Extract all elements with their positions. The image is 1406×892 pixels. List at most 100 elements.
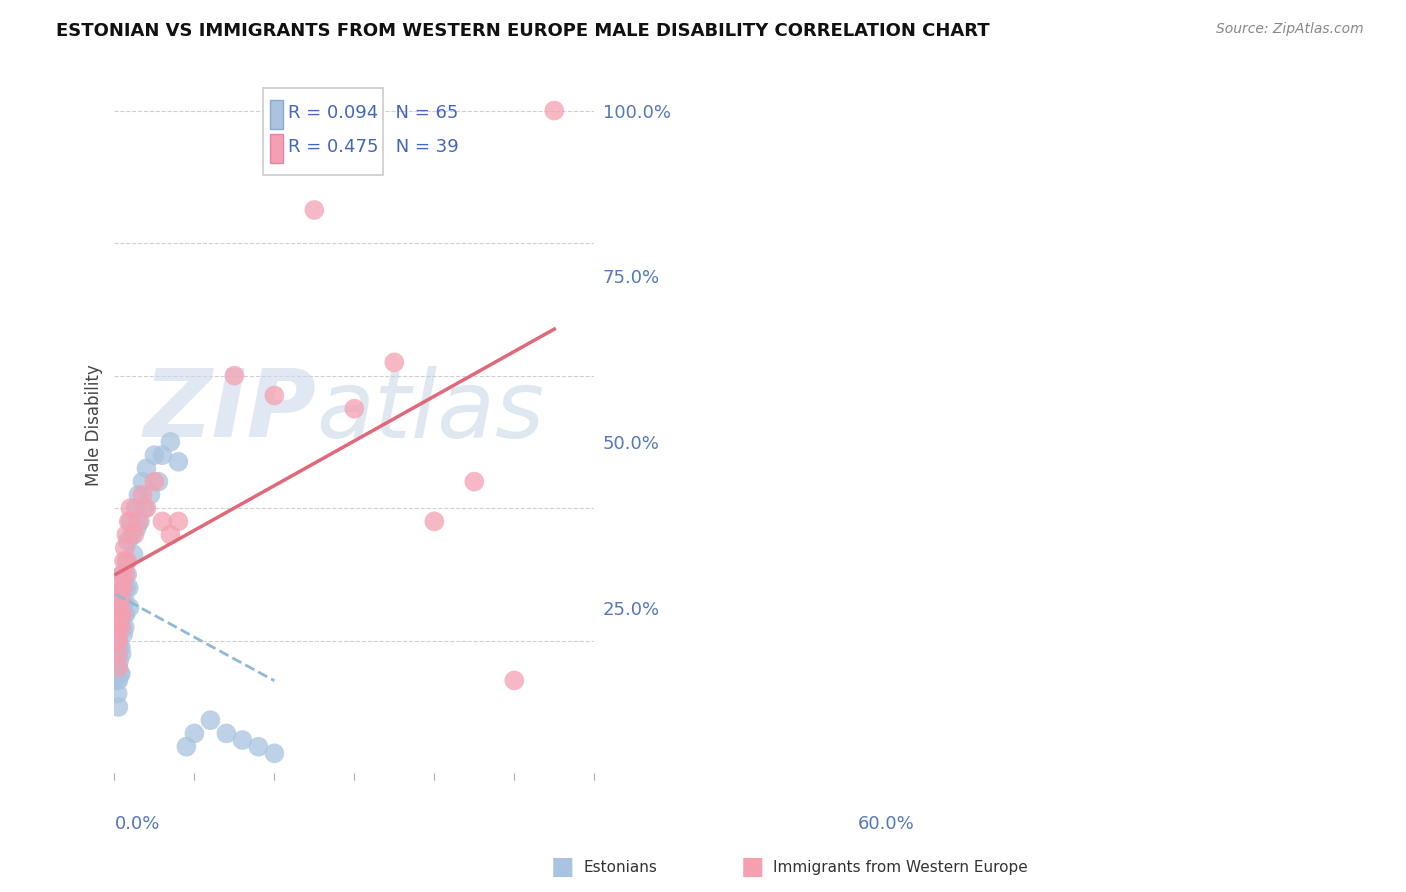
Text: R = 0.094   N = 65: R = 0.094 N = 65: [288, 104, 458, 122]
Point: [105, 673, 128, 688]
Point: [152, 515, 174, 529]
Point: [148, 475, 170, 489]
Point: [503, 673, 526, 688]
Point: [110, 614, 132, 628]
Point: [423, 515, 446, 529]
Point: [105, 633, 128, 648]
Point: [107, 647, 129, 661]
Point: [231, 733, 253, 747]
Point: [131, 475, 153, 489]
Text: ESTONIAN VS IMMIGRANTS FROM WESTERN EUROPE MALE DISABILITY CORRELATION CHART: ESTONIAN VS IMMIGRANTS FROM WESTERN EURO…: [56, 22, 990, 40]
Point: [107, 633, 129, 648]
Point: [159, 434, 181, 449]
Point: [108, 607, 131, 622]
Point: [105, 620, 128, 634]
Point: [247, 739, 270, 754]
Point: [112, 581, 135, 595]
Point: [111, 607, 134, 622]
Point: [114, 567, 136, 582]
Point: [114, 594, 136, 608]
Point: [124, 501, 146, 516]
Point: [114, 620, 136, 634]
Point: [110, 647, 132, 661]
Text: Source: ZipAtlas.com: Source: ZipAtlas.com: [1216, 22, 1364, 37]
Text: ■: ■: [741, 855, 763, 879]
Point: [143, 448, 166, 462]
Point: [107, 647, 129, 661]
Text: ■: ■: [551, 855, 574, 879]
Point: [135, 501, 157, 516]
Point: [120, 501, 142, 516]
Point: [114, 541, 136, 555]
Point: [117, 534, 139, 549]
Point: [115, 567, 138, 582]
Point: [224, 368, 246, 383]
Point: [135, 461, 157, 475]
Point: [112, 607, 135, 622]
Point: [118, 600, 141, 615]
Point: [463, 475, 485, 489]
Point: [105, 647, 128, 661]
Point: [183, 726, 205, 740]
Point: [115, 581, 138, 595]
Point: [127, 488, 149, 502]
Point: [107, 607, 129, 622]
Point: [382, 355, 405, 369]
Point: [108, 614, 131, 628]
Point: [107, 660, 129, 674]
Point: [263, 747, 285, 761]
Point: [167, 515, 190, 529]
Point: [152, 448, 174, 462]
Point: [105, 620, 128, 634]
Point: [110, 581, 132, 595]
Point: [105, 660, 128, 674]
Point: [118, 581, 141, 595]
Point: [108, 620, 131, 634]
Point: [121, 527, 143, 541]
Point: [108, 594, 131, 608]
Point: [112, 627, 135, 641]
Point: [111, 567, 134, 582]
Point: [122, 548, 145, 562]
Y-axis label: Male Disability: Male Disability: [86, 365, 103, 486]
Point: [343, 401, 366, 416]
Text: 0.0%: 0.0%: [114, 815, 160, 833]
Point: [108, 600, 131, 615]
Text: ZIP: ZIP: [143, 366, 316, 458]
Point: [111, 567, 134, 582]
Point: [112, 554, 135, 568]
Point: [108, 666, 131, 681]
Point: [112, 581, 135, 595]
FancyBboxPatch shape: [270, 100, 283, 128]
FancyBboxPatch shape: [263, 88, 382, 175]
Text: atlas: atlas: [316, 366, 544, 457]
Point: [114, 607, 136, 622]
Text: Immigrants from Western Europe: Immigrants from Western Europe: [773, 860, 1028, 874]
Point: [127, 515, 149, 529]
Point: [143, 475, 166, 489]
Point: [543, 103, 565, 118]
Point: [304, 202, 326, 217]
Text: R = 0.475   N = 39: R = 0.475 N = 39: [288, 138, 458, 156]
Point: [111, 594, 134, 608]
Point: [112, 600, 135, 615]
Point: [110, 640, 132, 655]
Point: [105, 633, 128, 648]
Point: [108, 654, 131, 668]
Point: [134, 501, 156, 516]
Point: [263, 388, 285, 402]
Point: [107, 594, 129, 608]
Point: [110, 587, 132, 601]
Point: [110, 620, 132, 634]
Point: [110, 620, 132, 634]
Point: [215, 726, 238, 740]
Point: [129, 515, 152, 529]
Point: [108, 640, 131, 655]
Point: [125, 521, 148, 535]
Point: [107, 673, 129, 688]
Point: [159, 527, 181, 541]
Point: [107, 687, 129, 701]
Point: [110, 666, 132, 681]
Point: [107, 620, 129, 634]
Point: [131, 488, 153, 502]
